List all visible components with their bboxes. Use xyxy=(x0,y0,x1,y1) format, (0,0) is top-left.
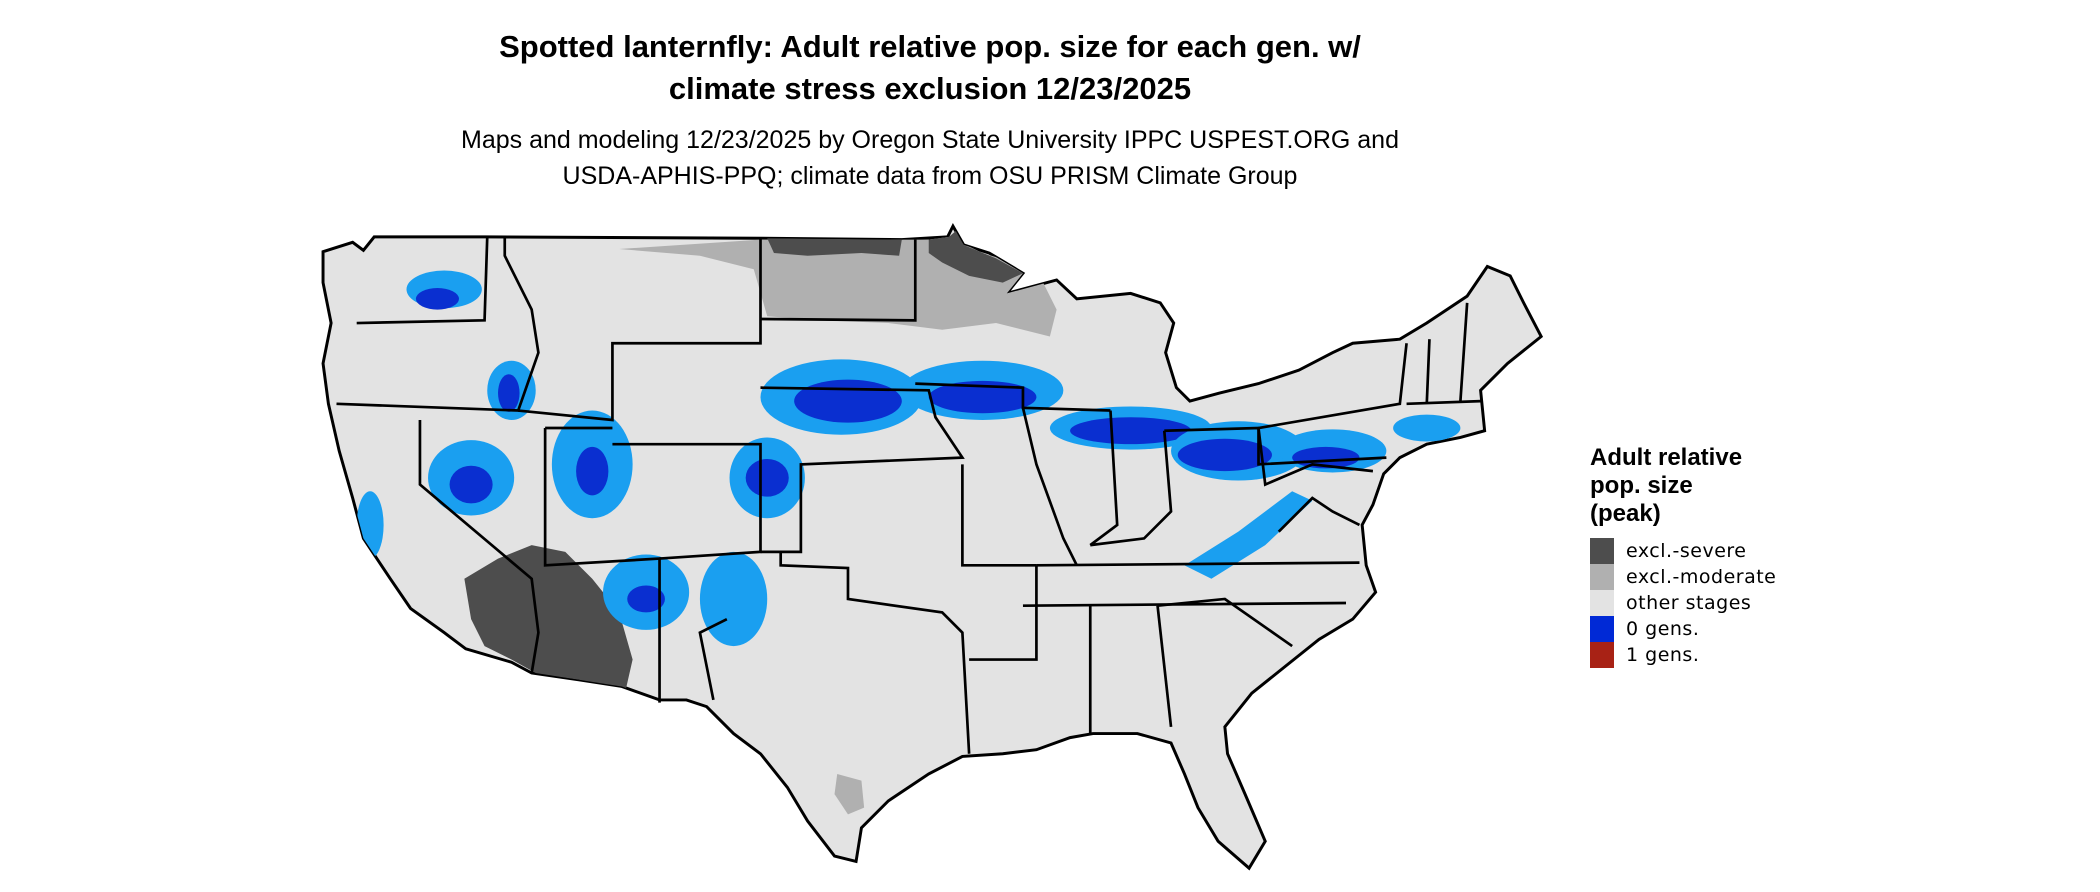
state-borders xyxy=(336,236,1481,754)
subtitle-line-1: Maps and modeling 12/23/2025 by Oregon S… xyxy=(461,126,1399,154)
legend-title-line: (peak) xyxy=(1590,500,1661,527)
legend-swatch xyxy=(1590,642,1614,668)
map-subtitle: Maps and modeling 12/23/2025 by Oregon S… xyxy=(0,122,1860,194)
population-layer xyxy=(356,228,1461,815)
legend-swatch xyxy=(1590,590,1614,616)
legend-item: 0 gens. xyxy=(1590,616,1810,642)
legend-title: Adult relative pop. size (peak) xyxy=(1590,444,1810,528)
excl-moderate-area-tx xyxy=(834,773,865,815)
legend-title-line: pop. size xyxy=(1590,472,1693,499)
legend-swatch xyxy=(1590,564,1614,590)
zero-gens-area xyxy=(356,270,1461,647)
excl-severe-area-southwest xyxy=(464,545,633,690)
legend-title-line: Adult relative xyxy=(1590,444,1743,471)
legend-item: 1 gens. xyxy=(1590,642,1810,668)
title-line-1: Spotted lanternfly: Adult relative pop. … xyxy=(499,29,1361,64)
legend-label: 1 gens. xyxy=(1626,644,1700,666)
legend-item: other stages xyxy=(1590,590,1810,616)
legend-item: excl.-severe xyxy=(1590,538,1810,564)
legend: Adult relative pop. size (peak) excl.-se… xyxy=(1590,444,1810,668)
legend-label: other stages xyxy=(1626,592,1752,614)
title-line-2: climate stress exclusion 12/23/2025 xyxy=(668,71,1192,106)
excl-severe-area-north xyxy=(767,228,1023,283)
legend-label: 0 gens. xyxy=(1626,618,1700,640)
subtitle-line-2: USDA-APHIS-PPQ; climate data from OSU PR… xyxy=(562,162,1298,190)
legend-items: excl.-severe excl.-moderate other stages 0 … xyxy=(1590,538,1810,668)
legend-label: excl.-moderate xyxy=(1626,566,1777,588)
legend-swatch xyxy=(1590,538,1614,564)
map-title: Spotted lanternfly: Adult relative pop. … xyxy=(0,26,1860,110)
legend-swatch xyxy=(1590,616,1614,642)
legend-label: excl.-severe xyxy=(1626,540,1747,562)
legend-item: excl.-moderate xyxy=(1590,564,1810,590)
